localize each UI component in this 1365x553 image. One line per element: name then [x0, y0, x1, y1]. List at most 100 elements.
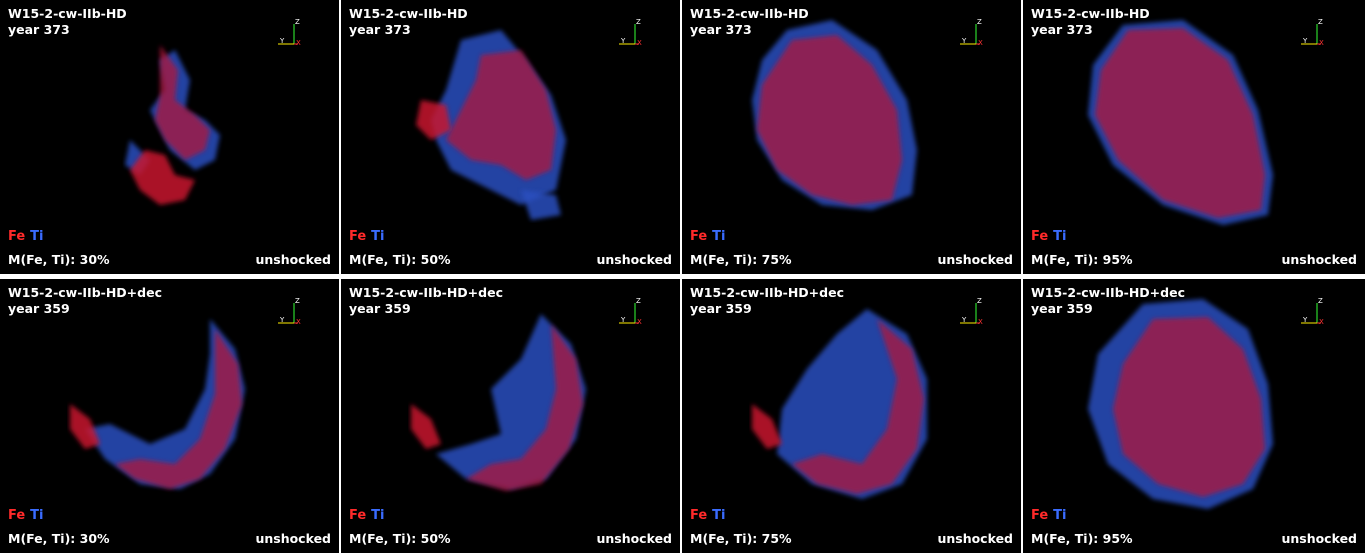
axis-y-label: Y: [962, 316, 967, 324]
render-panel: W15-2-cw-IIb-HD year 373 Fe Ti M(Fe, Ti): 50…: [341, 0, 680, 274]
shock-state-label: unshocked: [937, 531, 1013, 546]
render-panel: W15-2-cw-IIb-HD+dec year 359 Fe Ti M(Fe, Ti)…: [341, 279, 680, 553]
shock-state-label: unshocked: [255, 531, 331, 546]
element-legend: Fe Ti: [8, 508, 44, 523]
shock-state-label: unshocked: [255, 252, 331, 267]
axis-z-label: Z: [636, 18, 641, 26]
model-name: W15-2-cw-IIb-HD+dec: [349, 285, 503, 300]
render-panel: W15-2-cw-IIb-HD+dec year 359 Fe Ti M(Fe, Ti)…: [1023, 279, 1365, 553]
mass-fraction-label: M(Fe, Ti): 75%: [690, 252, 792, 267]
legend-fe: Fe: [349, 508, 367, 523]
legend-fe: Fe: [690, 508, 708, 523]
axis-y-label: Y: [1303, 37, 1308, 45]
axis-z-label: Z: [295, 18, 300, 26]
legend-ti: Ti: [371, 229, 385, 244]
model-name: W15-2-cw-IIb-HD: [690, 6, 809, 21]
element-legend: Fe Ti: [349, 508, 385, 523]
axes-triad-icon: Z Y X: [609, 18, 643, 48]
model-name: W15-2-cw-IIb-HD: [8, 6, 127, 21]
model-name: W15-2-cw-IIb-HD+dec: [1031, 285, 1185, 300]
legend-fe: Fe: [349, 229, 367, 244]
mass-fraction-label: M(Fe, Ti): 30%: [8, 252, 110, 267]
axes-triad-icon: Z Y X: [609, 297, 643, 327]
render-panel: W15-2-cw-IIb-HD year 373 Fe Ti M(Fe, Ti): 95…: [1023, 0, 1365, 274]
element-legend: Fe Ti: [349, 229, 385, 244]
fe-isosurface: [446, 50, 556, 180]
fe-isosurface: [155, 45, 210, 160]
legend-ti: Ti: [30, 508, 44, 523]
fe-isosurface: [416, 100, 451, 140]
fe-isosurface: [70, 404, 100, 449]
isosurface-render: [411, 314, 586, 491]
mass-fraction-label: M(Fe, Ti): 95%: [1031, 531, 1133, 546]
element-legend: Fe Ti: [1031, 508, 1067, 523]
legend-ti: Ti: [712, 508, 726, 523]
fe-isosurface: [757, 35, 902, 205]
isosurface-render: [70, 319, 245, 489]
axes-triad-icon: Z Y X: [268, 297, 302, 327]
axis-x-label: X: [1319, 318, 1324, 326]
mass-fraction-label: M(Fe, Ti): 50%: [349, 531, 451, 546]
axis-x-label: X: [1319, 39, 1324, 47]
render-panel: W15-2-cw-IIb-HD year 373 Fe Ti M(Fe, Ti): 75…: [682, 0, 1021, 274]
model-name: W15-2-cw-IIb-HD+dec: [8, 285, 162, 300]
fe-isosurface: [792, 319, 924, 494]
axes-triad-icon: Z Y X: [950, 18, 984, 48]
fe-isosurface: [130, 150, 195, 205]
axis-x-label: X: [637, 318, 642, 326]
mass-fraction-label: M(Fe, Ti): 95%: [1031, 252, 1133, 267]
model-year: year 373: [1031, 22, 1093, 37]
model-year: year 373: [690, 22, 752, 37]
render-panel: W15-2-cw-IIb-HD+dec year 359 Fe Ti M(Fe, Ti)…: [0, 279, 339, 553]
fe-isosurface: [115, 329, 242, 489]
mass-fraction-label: M(Fe, Ti): 30%: [8, 531, 110, 546]
axis-z-label: Z: [977, 18, 982, 26]
axis-z-label: Z: [977, 297, 982, 305]
shock-state-label: unshocked: [596, 252, 672, 267]
ti-isosurface: [521, 190, 561, 220]
axis-y-label: Y: [280, 316, 285, 324]
isosurface-render: [416, 30, 566, 220]
axis-z-label: Z: [636, 297, 641, 305]
model-year: year 359: [690, 301, 752, 316]
axes-triad-icon: Z Y X: [268, 18, 302, 48]
model-name: W15-2-cw-IIb-HD+dec: [690, 285, 844, 300]
element-legend: Fe Ti: [690, 229, 726, 244]
legend-ti: Ti: [371, 508, 385, 523]
legend-fe: Fe: [8, 229, 26, 244]
mass-fraction-label: M(Fe, Ti): 50%: [349, 252, 451, 267]
element-legend: Fe Ti: [690, 508, 726, 523]
isosurface-render: [125, 45, 220, 205]
legend-fe: Fe: [1031, 229, 1049, 244]
render-panel: W15-2-cw-IIb-HD+dec year 359 Fe Ti M(Fe, Ti)…: [682, 279, 1021, 553]
axis-y-label: Y: [1303, 316, 1308, 324]
fe-isosurface: [1113, 317, 1265, 497]
isosurface-render: [752, 309, 927, 499]
legend-ti: Ti: [30, 229, 44, 244]
axis-x-label: X: [978, 39, 983, 47]
element-legend: Fe Ti: [8, 229, 44, 244]
fe-isosurface: [411, 404, 441, 449]
axis-z-label: Z: [1318, 18, 1323, 26]
legend-fe: Fe: [690, 229, 708, 244]
model-year: year 359: [349, 301, 411, 316]
shock-state-label: unshocked: [937, 252, 1013, 267]
fe-isosurface: [752, 404, 782, 449]
model-name: W15-2-cw-IIb-HD: [1031, 6, 1150, 21]
axis-x-label: X: [296, 39, 301, 47]
legend-ti: Ti: [1053, 229, 1067, 244]
fe-isosurface: [466, 324, 583, 491]
model-year: year 373: [8, 22, 70, 37]
model-year: year 359: [8, 301, 70, 316]
shock-state-label: unshocked: [1281, 252, 1357, 267]
axis-y-label: Y: [621, 316, 626, 324]
axes-triad-icon: Z Y X: [1291, 18, 1325, 48]
isosurface-render: [1088, 299, 1273, 509]
axis-x-label: X: [296, 318, 301, 326]
isosurface-render: [1088, 20, 1273, 225]
legend-fe: Fe: [8, 508, 26, 523]
isosurface-render: [752, 20, 917, 210]
model-year: year 359: [1031, 301, 1093, 316]
axis-y-label: Y: [280, 37, 285, 45]
element-legend: Fe Ti: [1031, 229, 1067, 244]
